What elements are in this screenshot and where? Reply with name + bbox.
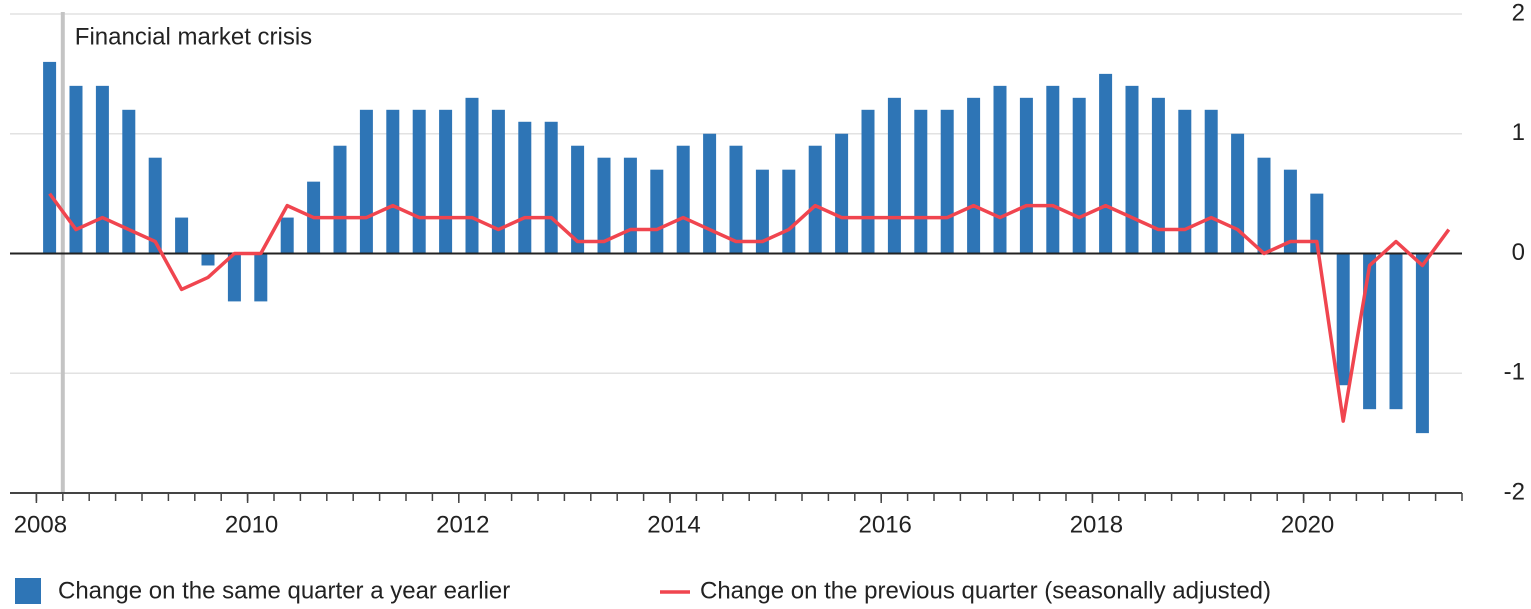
bar [703, 133, 717, 254]
bar [940, 109, 954, 254]
x-tick-label: 2020 [1281, 511, 1334, 538]
bar [993, 85, 1007, 254]
bar [1204, 109, 1218, 254]
bar [465, 97, 479, 254]
bar [1310, 193, 1324, 254]
x-tick-label: 2010 [225, 511, 278, 538]
bar [1125, 85, 1139, 254]
bar [1099, 73, 1113, 254]
legend-label: Change on the same quarter a year earlie… [58, 577, 510, 604]
bar [1019, 97, 1033, 254]
bar [1151, 97, 1165, 254]
bar [518, 121, 532, 254]
bar [1178, 109, 1192, 254]
bar [201, 253, 215, 266]
bar [43, 61, 57, 254]
bar [835, 133, 849, 254]
bar [122, 109, 136, 254]
bar [491, 109, 505, 254]
bar [1231, 133, 1245, 254]
legend-label: Change on the previous quarter (seasonal… [700, 577, 1271, 604]
legend-swatch [15, 578, 41, 604]
bar [95, 85, 109, 254]
y-tick-label: -1 [1504, 359, 1525, 386]
bar [227, 253, 241, 302]
bar [175, 217, 189, 254]
bar [729, 145, 743, 254]
bar [808, 145, 822, 254]
bar [887, 97, 901, 254]
x-tick-label: 2018 [1070, 511, 1123, 538]
bar [412, 109, 426, 254]
bar [1283, 169, 1297, 254]
x-tick-label: 2008 [14, 511, 67, 538]
bar [1415, 253, 1429, 434]
bar [148, 157, 162, 254]
bar [544, 121, 558, 254]
y-tick-label: -2 [1504, 478, 1525, 505]
annotation-text: Financial market crisis [75, 23, 312, 50]
y-tick-label: 2 [1512, 0, 1525, 26]
bar [280, 217, 294, 254]
bar [623, 157, 637, 254]
bar [69, 85, 83, 254]
bar [386, 109, 400, 254]
bar [439, 109, 453, 254]
bar [782, 169, 796, 254]
bar [967, 97, 981, 254]
bar [914, 109, 928, 254]
y-tick-label: 0 [1512, 239, 1525, 266]
line [48, 192, 1451, 423]
x-tick-label: 2012 [436, 511, 489, 538]
bar [676, 145, 690, 254]
bar [861, 109, 875, 254]
bar [1363, 253, 1377, 410]
bar [333, 145, 347, 254]
y-tick-label: 1 [1512, 119, 1525, 146]
x-tick-label: 2014 [647, 511, 700, 538]
bar [755, 169, 769, 254]
bar [1072, 97, 1086, 254]
bar [1257, 157, 1271, 254]
bar [650, 169, 664, 254]
bar [1389, 253, 1403, 410]
bar [359, 109, 373, 254]
x-tick-label: 2016 [859, 511, 912, 538]
bar [1336, 253, 1350, 386]
bar [571, 145, 585, 254]
bar [254, 253, 268, 302]
bar [1046, 85, 1060, 254]
bar [597, 157, 611, 254]
